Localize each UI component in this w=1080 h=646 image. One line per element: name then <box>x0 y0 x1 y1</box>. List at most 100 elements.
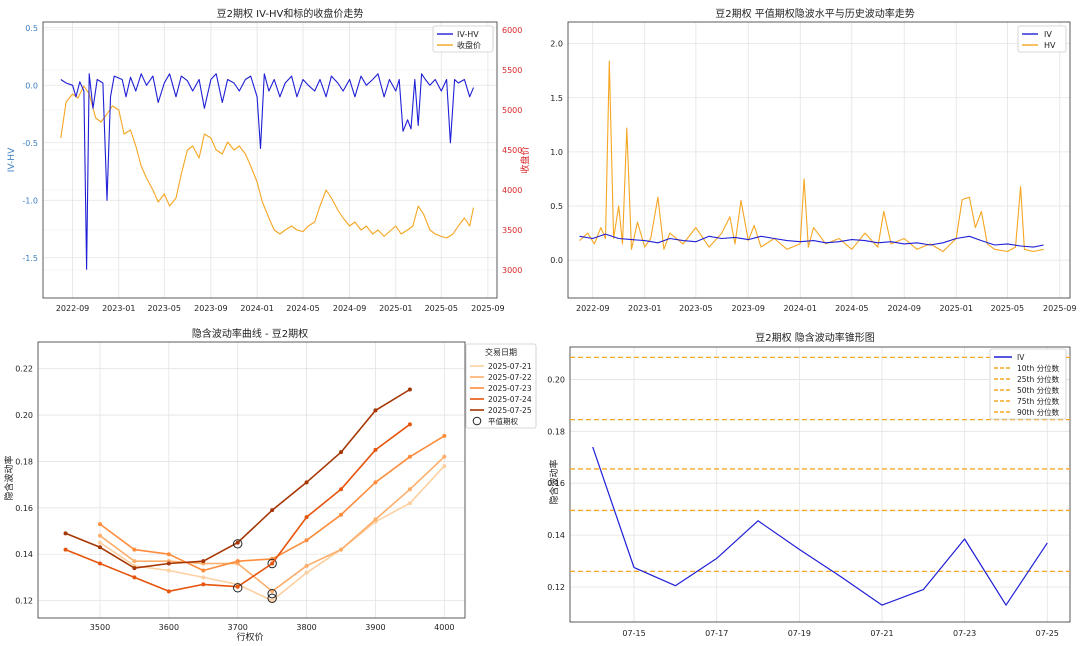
smile-point <box>97 522 102 527</box>
legend-label: 75th 分位数 <box>1017 396 1060 406</box>
plot-frame <box>567 21 1071 299</box>
chart-title: 豆2期权 隐含波动率锥形图 <box>755 331 875 344</box>
x-tick-label: 3900 <box>365 623 385 632</box>
smile-line <box>99 456 445 593</box>
x-tick-label: 2024-09 <box>888 304 921 313</box>
panel-vol-smile: 隐含波动率曲线 - 豆2期权 行权价 隐含波动率 3500 3600 3700 380… <box>3 327 537 643</box>
x-tick-label: 2023-05 <box>679 304 712 313</box>
atm-marker <box>267 593 277 603</box>
smile-point <box>201 568 206 573</box>
x-tick-label: 2022-09 <box>576 304 609 313</box>
smile-point <box>339 450 344 455</box>
smile-point <box>201 582 206 587</box>
x-tick-label: 07-25 <box>1036 629 1059 638</box>
x-tick-label: 2023-01 <box>102 304 135 313</box>
y2-tick-label: 5500 <box>502 66 522 75</box>
y-tick-label: 0.5 <box>550 202 563 211</box>
y-tick-label: -1.0 <box>22 196 38 205</box>
legend-label: 50th 分位数 <box>1017 385 1060 395</box>
x-tick-label: 3800 <box>296 623 316 632</box>
x-tick-label: 2023-09 <box>732 304 765 313</box>
smile-point <box>166 568 171 573</box>
smile-point <box>373 480 378 485</box>
x-tick-label: 07-17 <box>705 629 728 638</box>
y-tick-label: 0.14 <box>15 550 33 559</box>
x-tick-label: 4000 <box>434 623 454 632</box>
x-tick-label: 2023-01 <box>628 304 661 313</box>
y-tick-label: 0.20 <box>547 375 565 384</box>
panel-iv-hv-close: 豆2期权 IV-HV和标的收盘价走势 IV-HV 收盘价 2022-09 2023… <box>7 7 531 313</box>
atm-marker <box>267 588 277 599</box>
x-tick-label: 2024-05 <box>286 304 319 313</box>
legend-title: 交易日期 <box>485 347 517 357</box>
legend-label: 平值期权 <box>488 416 518 426</box>
smile-point <box>373 447 378 452</box>
legend-label: 10th 分位数 <box>1017 363 1060 373</box>
legend-label: 收盘价 <box>457 40 481 50</box>
y-axis-label: 隐含波动率 <box>3 455 15 500</box>
smile-point <box>270 589 275 594</box>
smile-point <box>63 531 68 536</box>
y-tick-label: -0.5 <box>22 139 38 148</box>
y-tick-label: 0.0 <box>550 256 563 265</box>
atm-marker <box>267 558 277 569</box>
x-tick-label: 2023-09 <box>194 304 227 313</box>
chart-title: 豆2期权 IV-HV和标的收盘价走势 <box>217 7 364 20</box>
y2-tick-label: 5000 <box>502 106 522 115</box>
x-tick-label: 2024-05 <box>835 304 868 313</box>
x-tick-label: 2025-05 <box>425 304 458 313</box>
series-hv-line <box>579 60 1044 253</box>
legend-label: IV <box>1017 353 1025 362</box>
legend-label: 90th 分位数 <box>1017 407 1060 417</box>
legend-label: 2025-07-24 <box>488 395 532 404</box>
smile-point <box>166 552 171 557</box>
smile-point <box>373 517 378 522</box>
smile-point <box>235 584 240 589</box>
y-axis-label: 隐含波动率 <box>548 459 560 504</box>
legend-label: 2025-07-22 <box>488 373 532 382</box>
smile-point <box>304 480 309 485</box>
y-tick-label: 0.5 <box>25 24 38 33</box>
x-tick-label: 07-23 <box>953 629 976 638</box>
smile-point <box>132 566 137 571</box>
series-iv-line <box>592 446 1048 606</box>
x-tick-label: 2023-05 <box>148 304 181 313</box>
smile-point <box>97 540 102 545</box>
smile-point <box>270 561 275 566</box>
series-iv-line <box>579 233 1044 248</box>
y2-tick-label: 4000 <box>502 186 522 195</box>
y-tick-label: 0.12 <box>547 583 565 592</box>
x-tick-label: 07-15 <box>622 629 645 638</box>
y-tick-label: 0.22 <box>15 365 33 374</box>
smile-line <box>99 465 445 602</box>
y-tick-label: 0.20 <box>15 411 33 420</box>
y2-axis-label: 收盘价 <box>519 146 531 173</box>
smile-point <box>373 408 378 413</box>
legend-label: IV-HV <box>457 30 479 39</box>
x-axis-label: 行权价 <box>236 631 263 643</box>
smile-line <box>99 435 445 572</box>
x-tick-label: 3700 <box>228 623 248 632</box>
y2-tick-label: 6000 <box>502 26 522 35</box>
y-tick-label: 0.16 <box>547 479 565 488</box>
smile-point <box>407 454 412 459</box>
x-tick-label: 2022-09 <box>56 304 89 313</box>
series-iv-hv-line <box>60 73 475 270</box>
y-tick-label: 0.12 <box>15 597 33 606</box>
x-tick-label: 3600 <box>159 623 179 632</box>
x-tick-label: 07-19 <box>788 629 811 638</box>
x-tick-label: 07-21 <box>870 629 893 638</box>
smile-point <box>201 575 206 580</box>
smile-point <box>442 454 447 459</box>
series-close-line <box>60 85 475 239</box>
x-tick-label: 2025-09 <box>1043 304 1076 313</box>
x-tick-label: 2025-01 <box>379 304 412 313</box>
smile-point <box>304 570 309 575</box>
y-tick-label: 0.18 <box>547 427 565 436</box>
smile-point <box>304 563 309 568</box>
x-tick-label: 2025-09 <box>471 304 504 313</box>
x-tick-label: 2024-01 <box>240 304 273 313</box>
x-tick-label: 2025-01 <box>940 304 973 313</box>
smile-point <box>407 387 412 392</box>
